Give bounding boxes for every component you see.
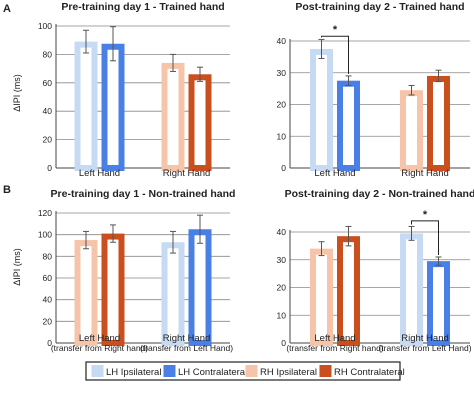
category-label: Left Hand (79, 333, 120, 344)
y-tick-label: 0 (47, 338, 52, 348)
bar (161, 242, 185, 346)
bar (310, 248, 333, 346)
bar (101, 43, 125, 171)
legend-swatch (163, 365, 176, 377)
y-tick-label: 40 (277, 227, 287, 237)
legend: LH Ipsilateral LH Contralateral RH Ipsilat… (85, 361, 405, 381)
y-tick-label: 0 (47, 163, 52, 173)
legend-label: RH Contralateral (334, 367, 405, 378)
bar (310, 48, 333, 171)
chart-title: Pre-training day 1 - Non-trained hand (51, 188, 236, 200)
legend-label: LH Contralateral (178, 367, 247, 378)
chart-panel-2: Post-training day 2 - Trained hand 0 10 20 3… (277, 1, 470, 179)
category-sublabel: (transfer from Left Hand) (140, 343, 233, 353)
y-tick-label: 100 (38, 21, 52, 31)
category-sublabel: (transfer from Right hand) (51, 343, 148, 353)
chart-title: Post-training day 2 - Non-trained hand (285, 188, 474, 200)
y-tick-label: 100 (38, 230, 52, 240)
legend-label: RH Ipsilateral (260, 367, 317, 378)
legend-label: LH Ipsilateral (106, 367, 161, 378)
y-tick-label: 20 (43, 316, 53, 326)
y-axis-label-b: ΔIPI (ms) (12, 248, 22, 286)
panel-label-b: B (3, 184, 11, 196)
bar (161, 62, 185, 171)
category-label: Right Hand (401, 333, 449, 344)
category-label: Left Hand (314, 333, 355, 344)
y-tick-label: 40 (277, 36, 287, 46)
category-sublabel: (transfer from Right hand) (286, 343, 383, 353)
significance-star: * (423, 209, 428, 221)
y-tick-label: 40 (43, 295, 53, 305)
y-tick-label: 0 (281, 163, 286, 173)
significance-star: * (333, 24, 338, 36)
category-label: Right Hand (163, 333, 211, 344)
bar (188, 74, 212, 171)
bar (337, 236, 360, 347)
y-tick-label: 20 (43, 135, 53, 145)
panel-label-a: A (3, 3, 11, 15)
chart-title: Post-training day 2 - Trained hand (295, 1, 464, 13)
significance-bracket (411, 220, 439, 255)
y-tick-label: 20 (277, 283, 287, 293)
y-tick-label: 30 (277, 255, 287, 265)
category-sublabel: (transfer from Left Hand) (378, 343, 471, 353)
y-tick-label: 120 (38, 208, 52, 218)
category-label: Right Hand (163, 168, 211, 179)
bar (400, 90, 423, 171)
y-tick-label: 80 (43, 251, 53, 261)
y-tick-label: 0 (281, 338, 286, 348)
y-tick-label: 40 (43, 106, 53, 116)
bar (74, 41, 98, 171)
chart-title: Pre-training day 1 - Trained hand (61, 1, 224, 13)
bar (74, 240, 98, 346)
category-label: Left Hand (314, 168, 355, 179)
bar (400, 233, 423, 346)
y-tick-label: 10 (277, 310, 287, 320)
bar (101, 233, 125, 346)
chart-panel-4: Post-training day 2 - Non-trained hand 0 1… (277, 188, 474, 353)
bar (427, 261, 450, 347)
y-tick-label: 20 (277, 100, 287, 110)
bar (337, 80, 360, 171)
y-tick-label: 60 (43, 78, 53, 88)
y-tick-label: 30 (277, 68, 287, 78)
y-tick-label: 10 (277, 131, 287, 141)
legend-swatch (319, 365, 332, 377)
bar (427, 75, 450, 171)
chart-panel-1: Pre-training day 1 - Trained hand 0 20 40 60… (38, 1, 230, 179)
legend-swatch (91, 365, 104, 377)
chart-panels: Pre-training day 1 - Trained hand 0 20 40 60… (38, 1, 474, 353)
legend-swatch (245, 365, 258, 377)
chart-panel-3: Pre-training day 1 - Non-trained hand 0 20… (38, 188, 236, 353)
category-label: Left Hand (79, 168, 120, 179)
bar (188, 229, 212, 346)
y-tick-label: 80 (43, 49, 53, 59)
significance-bracket (321, 35, 349, 74)
y-tick-label: 60 (43, 273, 53, 283)
y-axis-label-a: ΔIPI (ms) (12, 74, 22, 112)
category-label: Right Hand (401, 168, 449, 179)
